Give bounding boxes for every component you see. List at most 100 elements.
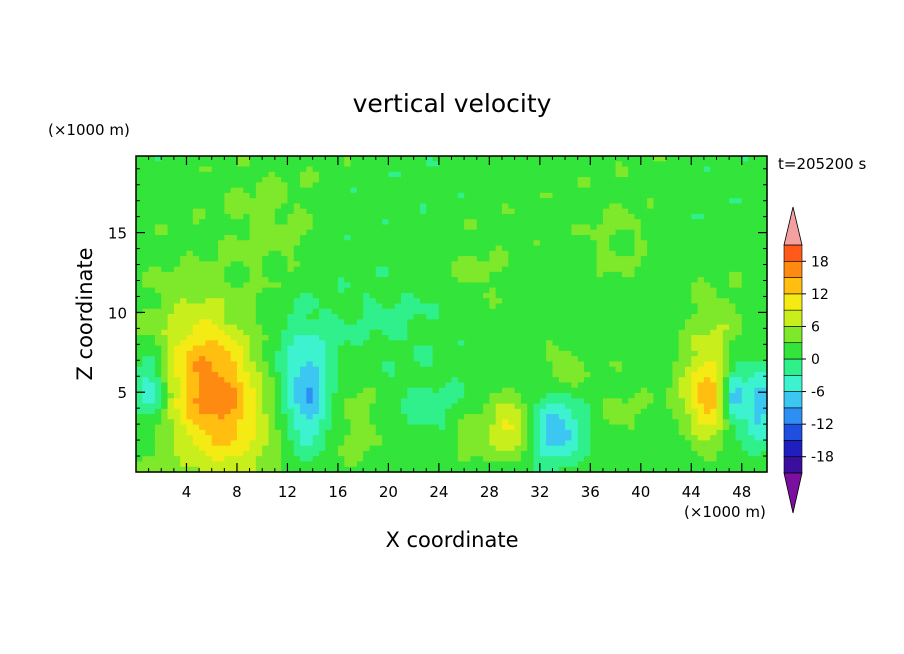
contour-cell	[735, 261, 743, 268]
contour-cell	[451, 208, 459, 215]
contour-cell	[672, 177, 680, 183]
contour-cell	[413, 224, 421, 231]
contour-cell	[672, 361, 680, 368]
contour-cell	[457, 277, 465, 283]
contour-cell	[249, 156, 257, 162]
contour-cell	[565, 371, 572, 378]
contour-cell	[407, 340, 415, 347]
contour-cell	[577, 266, 585, 273]
contour-cell	[527, 203, 535, 210]
contour-cell	[672, 171, 680, 178]
contour-cell	[464, 350, 472, 357]
contour-cell	[312, 266, 320, 273]
contour-cell	[684, 208, 692, 215]
contour-cell	[148, 161, 156, 168]
contour-cell	[520, 156, 528, 162]
contour-cell	[186, 408, 194, 415]
contour-cell	[401, 356, 408, 362]
contour-cell	[426, 219, 434, 226]
contour-cell	[672, 308, 680, 315]
contour-cell	[533, 314, 541, 320]
contour-cell	[318, 314, 326, 320]
contour-cell	[173, 387, 181, 394]
contour-cell	[577, 256, 585, 262]
contour-cell	[300, 387, 307, 394]
contour-cell	[375, 356, 383, 362]
contour-cell	[634, 403, 642, 410]
contour-cell	[173, 414, 181, 420]
contour-cell	[350, 350, 358, 357]
contour-cell	[218, 245, 225, 252]
contour-cell	[199, 377, 207, 384]
contour-cell	[369, 282, 377, 289]
contour-cell	[363, 371, 371, 378]
contour-cell	[634, 182, 642, 189]
contour-cell	[236, 319, 244, 326]
contour-cell	[180, 192, 188, 199]
contour-cell	[268, 308, 276, 315]
contour-cell	[659, 308, 667, 315]
contour-cell	[401, 319, 408, 326]
contour-cell	[293, 256, 301, 262]
contour-cell	[199, 271, 207, 278]
contour-cell	[167, 371, 175, 378]
contour-cell	[445, 156, 453, 162]
contour-cell	[710, 266, 718, 273]
contour-cell	[356, 292, 364, 299]
contour-cell	[281, 224, 289, 231]
contour-cell	[407, 219, 415, 226]
contour-cell	[710, 371, 718, 378]
contour-cell	[262, 340, 270, 347]
contour-cell	[735, 350, 743, 357]
contour-cell	[306, 335, 314, 341]
contour-cell	[236, 271, 244, 278]
contour-cell	[407, 345, 415, 352]
contour-cell	[426, 371, 434, 378]
contour-cell	[293, 240, 301, 247]
contour-cell	[741, 340, 749, 347]
contour-cell	[697, 319, 705, 326]
contour-cell	[546, 345, 554, 352]
contour-cell	[438, 414, 446, 420]
contour-cell	[495, 261, 503, 268]
contour-cell	[142, 208, 150, 215]
contour-cell	[691, 171, 699, 178]
contour-cell	[495, 414, 503, 420]
contour-cell	[615, 203, 623, 210]
contour-cell	[464, 398, 472, 405]
contour-cell	[142, 324, 150, 331]
contour-cell	[470, 213, 478, 220]
contour-cell	[136, 298, 143, 305]
contour-cell	[508, 171, 516, 178]
contour-cell	[337, 314, 345, 320]
contour-cell	[464, 229, 472, 236]
contour-cell	[287, 203, 295, 210]
contour-cell	[287, 161, 295, 168]
contour-cell	[136, 224, 143, 231]
contour-cell	[703, 303, 711, 310]
contour-cell	[457, 356, 465, 362]
contour-cell	[476, 213, 484, 220]
contour-cell	[546, 261, 554, 268]
contour-cell	[464, 303, 472, 310]
contour-cell	[684, 361, 692, 368]
contour-cell	[634, 350, 642, 357]
contour-cell	[161, 377, 169, 384]
contour-cell	[577, 303, 585, 310]
contour-cell	[514, 219, 522, 226]
contour-cell	[350, 298, 358, 305]
contour-cell	[634, 235, 642, 241]
contour-cell	[741, 240, 749, 247]
contour-cell	[401, 350, 408, 357]
contour-cell	[337, 182, 345, 189]
contour-cell	[180, 382, 188, 389]
contour-cell	[590, 361, 598, 368]
contour-cell	[413, 371, 421, 378]
contour-cell	[287, 398, 295, 405]
contour-cell	[445, 224, 453, 231]
contour-cell	[394, 282, 402, 289]
contour-cell	[672, 345, 680, 352]
contour-cell	[432, 324, 440, 331]
contour-cell	[312, 177, 320, 183]
contour-cell	[432, 414, 440, 420]
